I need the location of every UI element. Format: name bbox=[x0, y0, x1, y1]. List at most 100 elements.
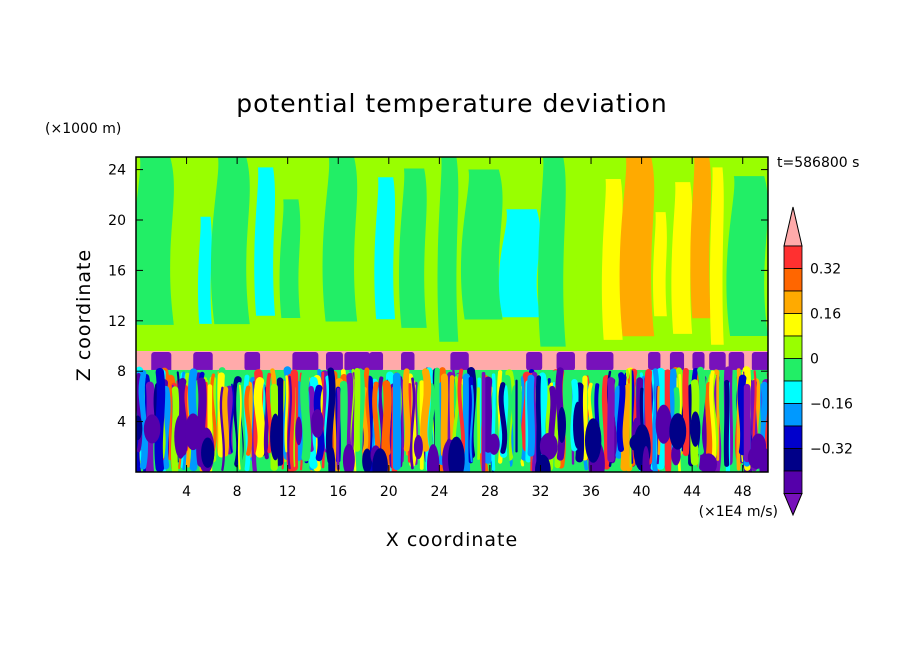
turbulence-strand bbox=[154, 367, 166, 472]
upper-streak bbox=[254, 167, 276, 316]
turbulence-strand bbox=[287, 375, 292, 470]
turbulence-blob bbox=[426, 444, 440, 472]
turbulence-strand bbox=[382, 381, 392, 456]
x-tick-label: 36 bbox=[582, 484, 600, 500]
turbulence-strand bbox=[428, 383, 436, 450]
turbulence-blob bbox=[642, 445, 650, 472]
upper-streak bbox=[601, 178, 623, 340]
turbulence-strand bbox=[420, 368, 432, 452]
colorbar-segment bbox=[783, 268, 803, 292]
x-tick-label: 28 bbox=[481, 484, 499, 500]
turbulence-strand bbox=[535, 375, 542, 471]
inversion-blob bbox=[369, 352, 384, 372]
x-tick-label: 24 bbox=[430, 484, 448, 500]
turbulence-strand bbox=[624, 383, 634, 472]
turbulence-strand bbox=[607, 377, 615, 463]
y-axis-ticks: 4 8 12 16 20 24 bbox=[108, 163, 768, 431]
turbulence-blob bbox=[535, 454, 551, 472]
colorbar-tick-label: 0 bbox=[810, 352, 819, 368]
turbulence-blob bbox=[184, 413, 202, 451]
turbulence-strand bbox=[160, 385, 171, 470]
turbulence-strand bbox=[434, 367, 441, 457]
x-axis-label: X coordinate bbox=[386, 529, 518, 551]
turbulence-blob bbox=[750, 433, 767, 460]
turbulence-blob bbox=[270, 413, 281, 461]
turbulence-strand bbox=[286, 373, 296, 472]
x-tick-label: 20 bbox=[380, 484, 398, 500]
colorbar-segment bbox=[783, 313, 803, 337]
colorbar-segment bbox=[783, 470, 803, 494]
upper-streak bbox=[171, 175, 200, 326]
x-tick-label: 48 bbox=[734, 484, 752, 500]
turbulence-blob bbox=[539, 432, 558, 460]
turbulence-blob bbox=[700, 453, 717, 472]
turbulence-strand bbox=[355, 368, 365, 472]
y-tick-label: 20 bbox=[108, 213, 126, 229]
turbulence-blob bbox=[629, 433, 646, 452]
colorbar-segment bbox=[783, 425, 803, 449]
inversion-blob bbox=[292, 352, 319, 373]
upper-streak bbox=[619, 157, 655, 337]
colorbar-segment bbox=[783, 358, 803, 382]
turbulence-blob bbox=[143, 414, 161, 444]
inversion-blob bbox=[692, 352, 705, 371]
y-tick-label: 12 bbox=[108, 314, 126, 330]
upper-streak bbox=[498, 209, 541, 318]
x-tick-label: 12 bbox=[279, 484, 297, 500]
y-tick-label: 8 bbox=[117, 364, 126, 380]
inversion-blob bbox=[709, 352, 726, 371]
turbulence-strand bbox=[138, 369, 149, 470]
turbulence-strand bbox=[498, 382, 508, 454]
colorbar-segment bbox=[783, 290, 803, 314]
inversion-blob bbox=[344, 352, 370, 372]
turbulence-strand bbox=[483, 376, 494, 453]
turbulence-blob bbox=[201, 437, 215, 468]
upper-streak bbox=[398, 168, 427, 328]
colorbar-tick-label: 0.32 bbox=[810, 262, 841, 278]
turbulence-blob bbox=[311, 409, 324, 438]
turbulence-blob bbox=[448, 436, 465, 472]
turbulence-strand bbox=[210, 373, 217, 452]
inversion-blob bbox=[586, 352, 614, 371]
inversion-blob bbox=[526, 352, 543, 371]
colorbar-segment bbox=[783, 245, 803, 269]
upper-streak bbox=[460, 169, 503, 320]
colorbar-bottom-triangle bbox=[783, 493, 803, 517]
y-tick-label: 4 bbox=[117, 415, 126, 431]
turbulence-blob bbox=[372, 448, 388, 472]
chart-title: potential temperature deviation bbox=[236, 89, 667, 118]
upper-streak bbox=[653, 212, 667, 317]
turbulence-blob bbox=[557, 406, 566, 443]
inversion-blob bbox=[244, 352, 261, 371]
inversion-blob bbox=[450, 352, 469, 372]
turbulence-strand bbox=[616, 372, 626, 452]
x-tick-label: 44 bbox=[683, 484, 701, 500]
y-axis-label: Z coordinate bbox=[73, 249, 95, 381]
turbulence-blob bbox=[328, 447, 336, 472]
colorbar-tick-label: 0.16 bbox=[810, 307, 841, 323]
turbulence-strand bbox=[221, 386, 230, 457]
upper-streak bbox=[726, 176, 768, 336]
turbulence-strand bbox=[469, 384, 474, 463]
colorbar-segment bbox=[783, 403, 803, 427]
turbulence-strand bbox=[353, 367, 361, 452]
turbulence-strand bbox=[526, 374, 536, 457]
turbulence-strand bbox=[265, 372, 273, 454]
turbulence-strand bbox=[136, 372, 143, 453]
turbulence-strand bbox=[409, 377, 416, 470]
upper-streak bbox=[136, 157, 174, 325]
turbulence-strand bbox=[705, 381, 714, 457]
upper-streak bbox=[197, 216, 212, 324]
upper-streak bbox=[709, 167, 724, 345]
inversion-blob bbox=[401, 352, 415, 372]
upper-streak bbox=[690, 157, 712, 319]
y-tick-label: 16 bbox=[108, 263, 126, 279]
upper-streak bbox=[374, 177, 396, 320]
turbulence-strand bbox=[219, 386, 226, 472]
turbulence-strand bbox=[336, 387, 341, 470]
x-tick-label: 32 bbox=[532, 484, 550, 500]
inversion-blob bbox=[648, 352, 661, 370]
inversion-blob bbox=[325, 352, 343, 372]
turbulence-strand bbox=[402, 368, 411, 452]
